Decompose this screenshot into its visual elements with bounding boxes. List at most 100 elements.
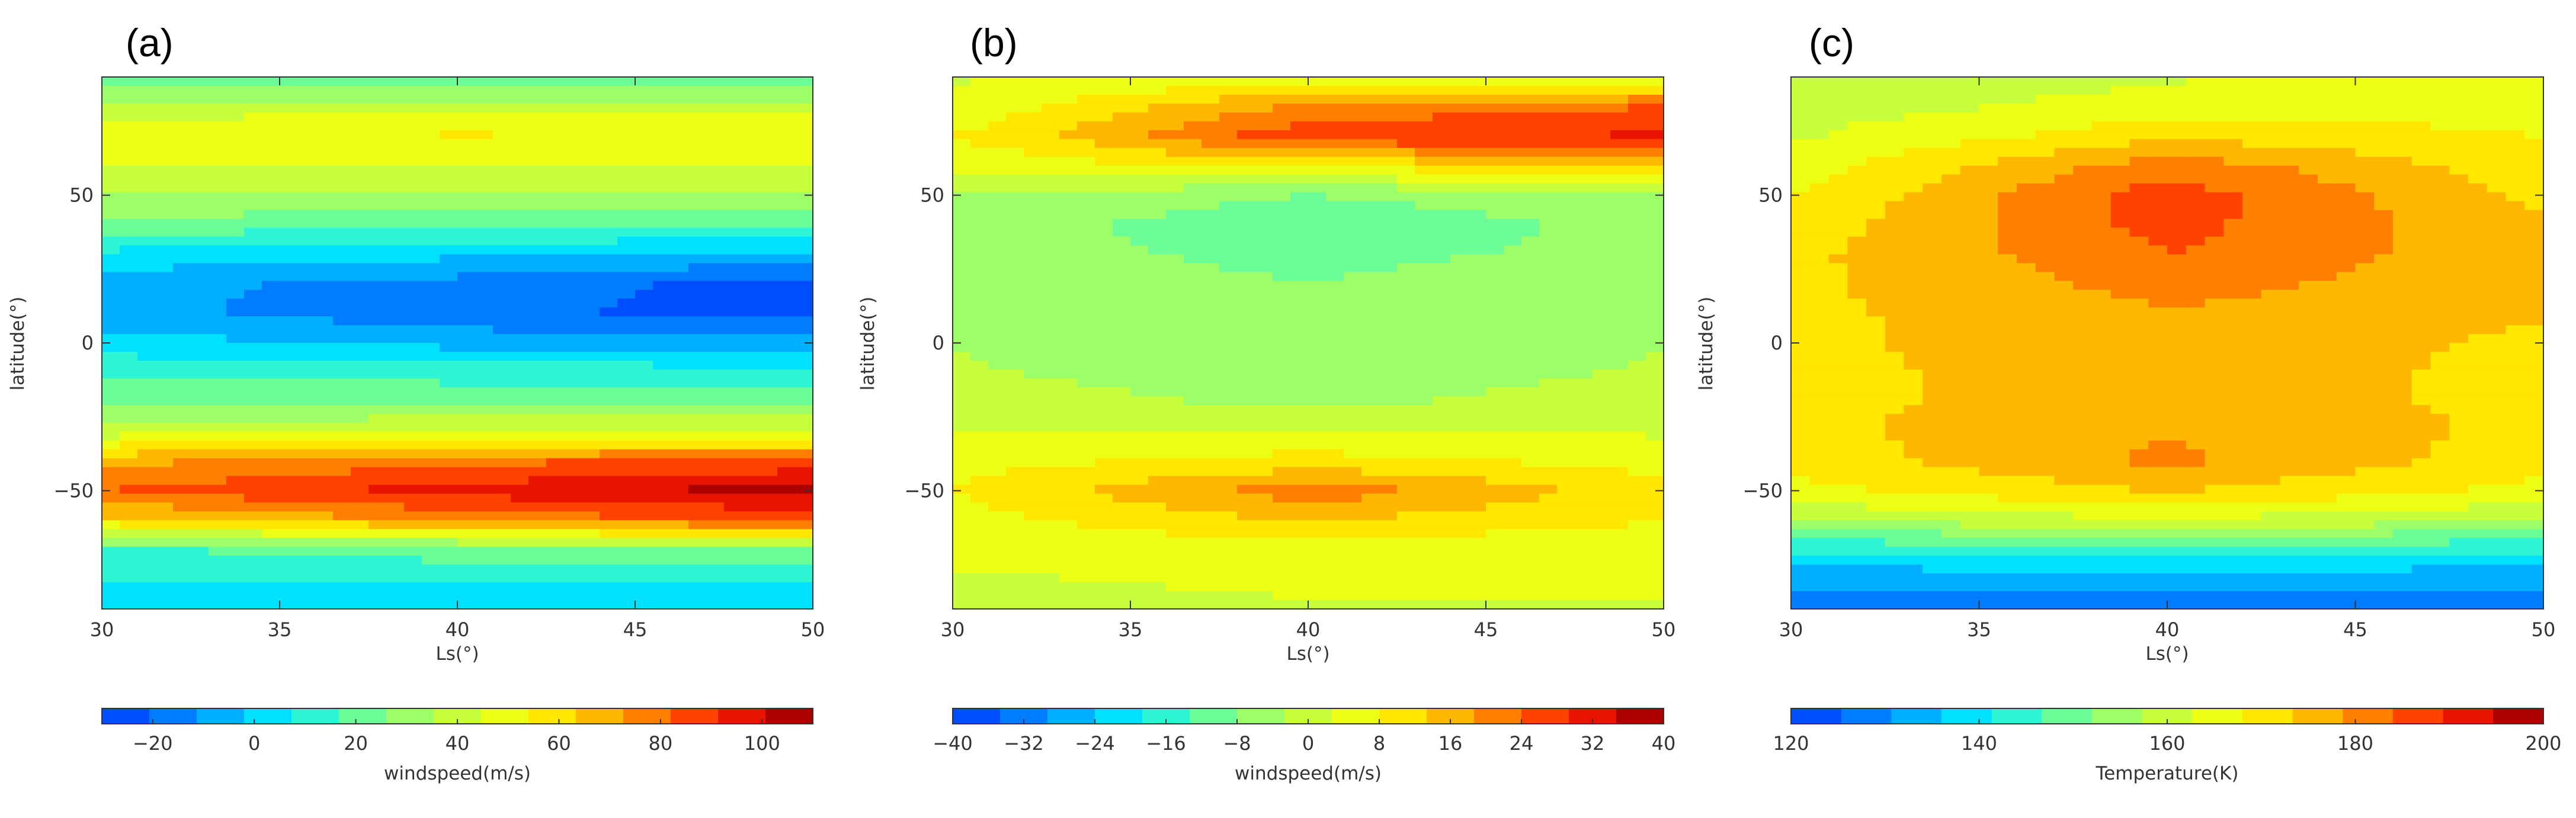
heatmap-cell [1308, 147, 1327, 158]
heatmap-cell [1059, 582, 1078, 592]
heatmap-cell [297, 227, 316, 237]
heatmap-cell [404, 121, 422, 131]
heatmap-cell [244, 210, 262, 220]
heatmap-cell [1184, 156, 1202, 166]
heatmap-cell [457, 334, 476, 344]
heatmap-cell [1504, 529, 1522, 538]
heatmap-cell [102, 360, 120, 370]
heatmap-cell [795, 582, 813, 592]
heatmap-cell [988, 405, 1007, 415]
heatmap-cell [1415, 165, 1433, 175]
heatmap-cell [1504, 449, 1522, 459]
heatmap-cell [1326, 263, 1344, 272]
heatmap-cell [1539, 210, 1558, 220]
heatmap-cell [1575, 458, 1593, 468]
heatmap-cell [493, 281, 511, 290]
heatmap-cell [422, 422, 440, 432]
heatmap-cell [1290, 77, 1309, 86]
heatmap-cell [1539, 582, 1558, 592]
heatmap-cell [1557, 254, 1575, 264]
heatmap-cell [369, 556, 387, 565]
heatmap-cell [546, 147, 565, 158]
heatmap-cell [671, 564, 689, 574]
heatmap-cell [1344, 547, 1362, 556]
heatmap-cell [600, 227, 618, 237]
heatmap-cell [546, 422, 565, 432]
heatmap-cell [297, 529, 316, 538]
heatmap-cell [653, 299, 671, 308]
heatmap-cell [1415, 564, 1433, 574]
heatmap-cell [1397, 343, 1415, 352]
heatmap-cell [1397, 493, 1415, 503]
heatmap-cell [1539, 316, 1558, 326]
heatmap-cell [1450, 147, 1469, 158]
heatmap-cell [760, 360, 778, 370]
heatmap-cell [1379, 254, 1398, 264]
heatmap-cell [1468, 387, 1486, 397]
heatmap-cell [280, 147, 298, 158]
heatmap-cell [1344, 290, 1362, 299]
heatmap-cell [1130, 538, 1149, 547]
heatmap-cell [120, 458, 138, 468]
heatmap-cell [1593, 103, 1611, 113]
heatmap-cell [1468, 299, 1486, 308]
heatmap-cell [528, 511, 547, 521]
heatmap-cell [688, 440, 707, 450]
heatmap-cell [1273, 263, 1291, 272]
heatmap-cell [209, 529, 227, 538]
heatmap-cell [564, 130, 582, 140]
heatmap-cell [953, 467, 971, 477]
heatmap-cell [1646, 334, 1664, 344]
heatmap-cell [333, 316, 351, 326]
heatmap-cell [653, 174, 671, 184]
heatmap-cell [617, 121, 636, 131]
heatmap-cell [191, 183, 209, 193]
heatmap-cell [1202, 405, 1220, 415]
heatmap-cell [1113, 458, 1131, 468]
heatmap-cell [1219, 413, 1238, 424]
heatmap-cell [120, 422, 138, 432]
heatmap-cell [1148, 547, 1167, 556]
heatmap-cell [1184, 192, 1202, 202]
heatmap-cell [1593, 299, 1611, 308]
heatmap-cell [1148, 360, 1167, 370]
heatmap-cell [688, 192, 707, 202]
heatmap-cell [244, 156, 262, 166]
heatmap-cell [582, 378, 600, 388]
heatmap-cell [706, 378, 725, 388]
heatmap-cell [137, 263, 156, 272]
heatmap-cell [671, 281, 689, 290]
heatmap-cell [1593, 573, 1611, 583]
heatmap-cell [1397, 369, 1415, 379]
heatmap-cell [1042, 343, 1060, 352]
heatmap-cell [1130, 476, 1149, 486]
heatmap-cell [1326, 378, 1344, 388]
heatmap-cell [1308, 343, 1327, 352]
heatmap-cell [1646, 94, 1664, 104]
heatmap-cell [1791, 520, 1811, 530]
heatmap-cell [1024, 547, 1042, 556]
heatmap-cell [1148, 334, 1167, 344]
heatmap-cell [1255, 236, 1273, 246]
heatmap-cell [1237, 378, 1255, 388]
heatmap-cell [988, 263, 1007, 272]
heatmap-cell [1450, 458, 1469, 468]
heatmap-cell [582, 582, 600, 592]
heatmap-cell [688, 520, 707, 530]
heatmap-cell [1486, 201, 1504, 211]
heatmap-cell [1433, 600, 1451, 610]
heatmap-cell [988, 476, 1007, 486]
heatmap-cell [280, 529, 298, 538]
heatmap-cell [671, 387, 689, 397]
heatmap-cell [1184, 85, 1202, 95]
heatmap-cell [1148, 307, 1167, 317]
heatmap-cell [1521, 502, 1540, 512]
heatmap-cell [564, 360, 582, 370]
heatmap-cell [1095, 201, 1113, 211]
heatmap-cell [600, 139, 618, 149]
heatmap-cell [564, 112, 582, 122]
heatmap-cell [1077, 139, 1095, 149]
heatmap-cell [440, 281, 458, 290]
heatmap-cell [102, 547, 120, 556]
heatmap-cell [1202, 121, 1220, 131]
